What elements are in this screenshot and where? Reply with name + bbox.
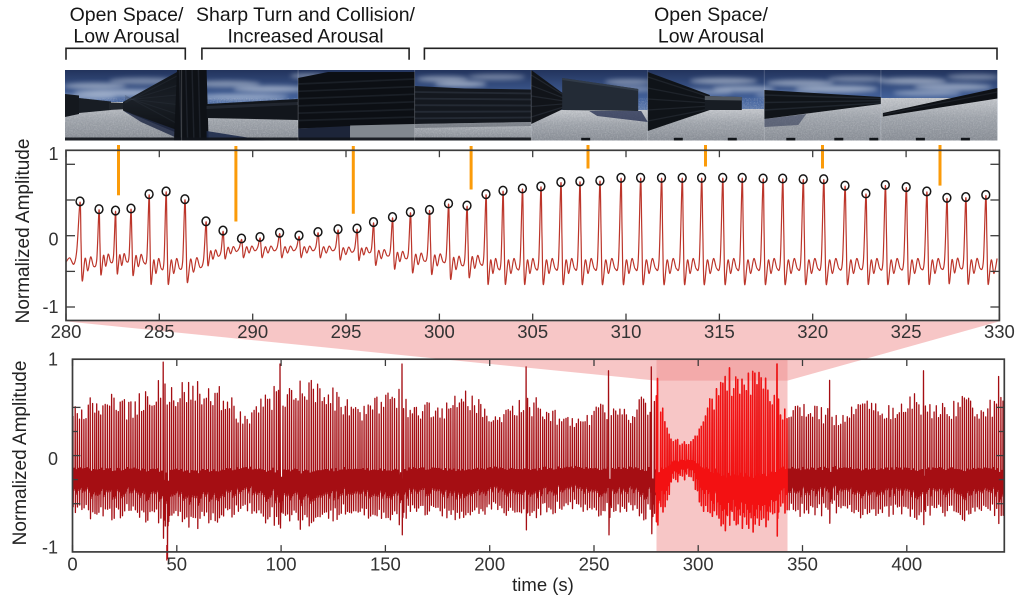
svg-text:Normalized Amplitude: Normalized Amplitude xyxy=(10,361,31,546)
svg-text:-1: -1 xyxy=(42,297,58,317)
svg-text:50: 50 xyxy=(167,554,188,575)
svg-text:Open Space/: Open Space/ xyxy=(70,4,184,26)
svg-text:330: 330 xyxy=(984,321,1015,342)
svg-text:280: 280 xyxy=(51,321,82,342)
svg-text:320: 320 xyxy=(797,321,828,342)
svg-text:Sharp Turn and Collision/: Sharp Turn and Collision/ xyxy=(196,4,416,26)
svg-text:time (s): time (s) xyxy=(512,574,574,595)
svg-text:350: 350 xyxy=(787,554,818,575)
svg-text:0: 0 xyxy=(48,229,58,249)
svg-text:200: 200 xyxy=(474,554,505,575)
svg-text:1: 1 xyxy=(48,350,58,370)
svg-text:295: 295 xyxy=(331,321,362,342)
svg-text:290: 290 xyxy=(237,321,268,342)
svg-text:-1: -1 xyxy=(42,538,58,558)
svg-text:305: 305 xyxy=(517,321,548,342)
svg-text:0: 0 xyxy=(67,554,77,575)
svg-text:250: 250 xyxy=(579,554,610,575)
svg-text:Low Arousal: Low Arousal xyxy=(658,26,764,48)
svg-text:100: 100 xyxy=(266,554,297,575)
svg-text:400: 400 xyxy=(891,554,922,575)
svg-text:285: 285 xyxy=(144,321,175,342)
svg-text:Low Arousal: Low Arousal xyxy=(73,26,179,48)
svg-text:325: 325 xyxy=(891,321,922,342)
svg-text:Increased Arousal: Increased Arousal xyxy=(227,26,383,48)
svg-text:Open Space/: Open Space/ xyxy=(654,4,768,26)
svg-text:Normalized Amplitude: Normalized Amplitude xyxy=(13,139,34,324)
svg-text:300: 300 xyxy=(424,321,455,342)
svg-text:300: 300 xyxy=(683,554,714,575)
svg-text:1: 1 xyxy=(48,144,58,164)
svg-text:0: 0 xyxy=(48,449,58,469)
svg-text:315: 315 xyxy=(704,321,735,342)
svg-text:310: 310 xyxy=(611,321,642,342)
svg-text:150: 150 xyxy=(370,554,401,575)
